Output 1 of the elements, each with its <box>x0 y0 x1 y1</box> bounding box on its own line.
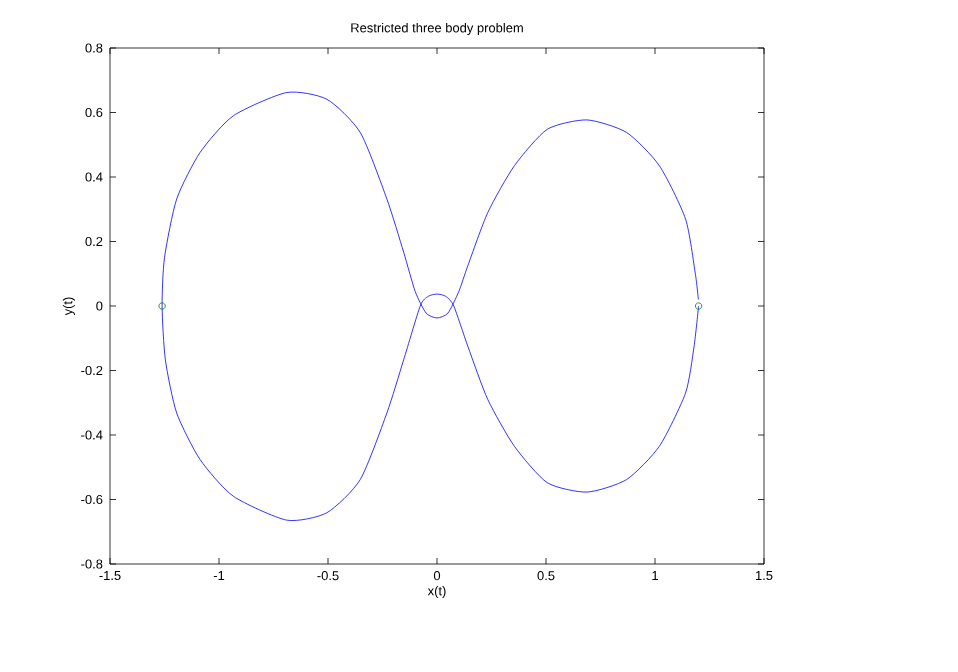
line-series <box>161 91 700 521</box>
